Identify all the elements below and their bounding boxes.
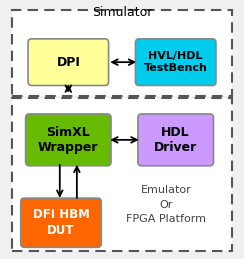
Text: HDL
Driver: HDL Driver [154,126,197,154]
Text: DPI: DPI [56,56,80,69]
Text: DFI HBM
DUT: DFI HBM DUT [32,208,90,237]
FancyBboxPatch shape [138,114,214,166]
FancyBboxPatch shape [28,39,109,85]
Text: Emulator
Or
FPGA Platform: Emulator Or FPGA Platform [126,185,206,224]
FancyBboxPatch shape [12,10,232,96]
Text: HVL/HDL
TestBench: HVL/HDL TestBench [144,51,208,73]
FancyBboxPatch shape [135,39,216,85]
FancyBboxPatch shape [21,198,101,247]
Text: Simulator: Simulator [92,6,152,19]
FancyBboxPatch shape [12,98,232,251]
Text: SimXL
Wrapper: SimXL Wrapper [38,126,99,154]
FancyBboxPatch shape [26,114,111,166]
